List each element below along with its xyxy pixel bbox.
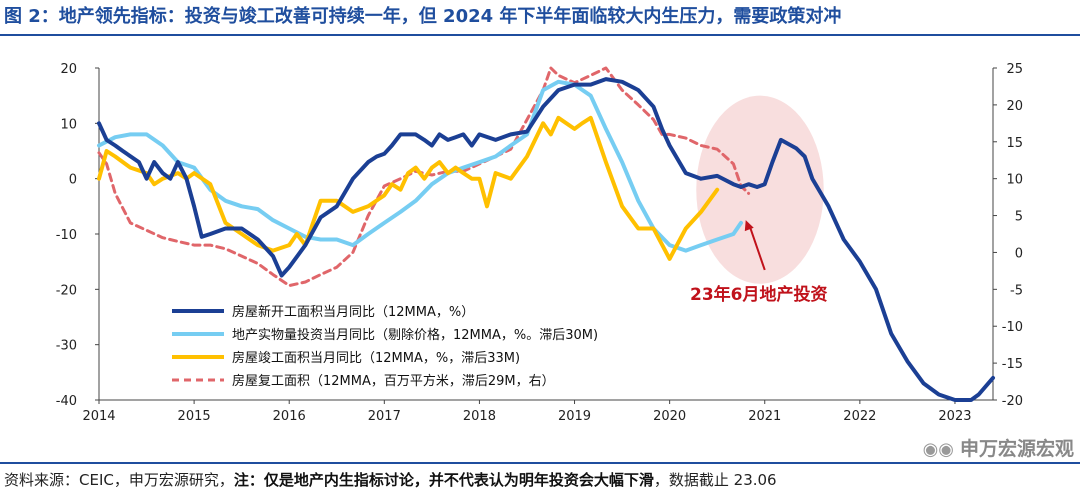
left-tick-label: -20 bbox=[56, 283, 77, 298]
left-tick-label: 10 bbox=[60, 117, 77, 132]
x-tick-label: 2014 bbox=[82, 409, 115, 424]
right-tick-label: 10 bbox=[1006, 173, 1023, 188]
series-line-3 bbox=[97, 66, 751, 288]
x-tick-label: 2019 bbox=[558, 409, 591, 424]
left-tick-label: 20 bbox=[60, 62, 77, 77]
annotation-text: 23年6月地产投资 bbox=[690, 284, 828, 305]
wechat-icon: ◉◉ bbox=[922, 439, 954, 460]
x-tick-label: 2023 bbox=[938, 409, 971, 424]
left-tick-label: 0 bbox=[69, 173, 77, 188]
x-tick-label: 2016 bbox=[273, 409, 306, 424]
title-divider bbox=[0, 34, 1080, 36]
footer-cutoff: ，数据截止 23.06 bbox=[653, 471, 777, 489]
x-tick-label: 2015 bbox=[178, 409, 211, 424]
right-tick-label: -20 bbox=[1002, 394, 1023, 409]
watermark-text: 申万宏源宏观 bbox=[959, 438, 1074, 460]
right-tick-label: 25 bbox=[1006, 62, 1023, 77]
right-tick-label: 5 bbox=[1015, 210, 1023, 225]
right-tick-label: -15 bbox=[1002, 357, 1023, 372]
annotation-arrow-head bbox=[744, 220, 754, 232]
legend-label-1: 地产实物量投资当月同比（剔除价格，12MMA，%。滞后30M) bbox=[232, 327, 598, 343]
footer-source: 资料来源：CEIC，申万宏源研究， bbox=[4, 471, 234, 489]
x-tick-label: 2021 bbox=[748, 409, 781, 424]
footer: 资料来源：CEIC，申万宏源研究，注：仅是地产内生指标讨论，并不代表认为明年投资… bbox=[4, 466, 1076, 494]
chart-title: 图 2：地产领先指标：投资与竣工改善可持续一年，但 2024 年下半年面临较大内… bbox=[4, 6, 842, 27]
right-tick-label: -5 bbox=[1010, 283, 1023, 298]
x-tick-label: 2017 bbox=[368, 409, 401, 424]
annotation-arrow-shaft bbox=[748, 225, 766, 271]
series-line-0 bbox=[97, 77, 995, 402]
footer-note-label: 注： bbox=[233, 471, 264, 489]
right-tick-label: 0 bbox=[1015, 246, 1023, 261]
chart-canvas: 2014 2015 2016 2017 2018 2019 2020 2021 2022 2023… bbox=[56, 62, 1023, 424]
left-tick-label: -30 bbox=[56, 339, 77, 354]
x-tick-label: 2018 bbox=[463, 409, 496, 424]
footer-divider bbox=[0, 462, 1080, 464]
footer-note-text: 仅是地产内生指标讨论，并不代表认为明年投资会大幅下滑 bbox=[263, 471, 654, 489]
watermark: ◉◉ 申万宏源宏观 bbox=[834, 438, 1074, 460]
right-tick-label: 15 bbox=[1006, 136, 1023, 151]
right-tick-label: 20 bbox=[1006, 99, 1023, 114]
left-tick-label: -10 bbox=[56, 228, 77, 243]
legend-label-3: 房屋复工面积（12MMA，百万平方米，滞后29M，右） bbox=[232, 373, 555, 389]
left-tick-label: -40 bbox=[56, 394, 77, 409]
legend-label-2: 房屋竣工面积当月同比（12MMA，%，滞后33M) bbox=[232, 350, 520, 366]
x-tick-label: 2022 bbox=[843, 409, 876, 424]
legend-label-0: 房屋新开工面积当月同比（12MMA，%） bbox=[232, 304, 474, 320]
series-line-2 bbox=[97, 115, 720, 261]
x-tick-label: 2020 bbox=[653, 409, 686, 424]
right-tick-label: -10 bbox=[1002, 320, 1023, 335]
series-line-1 bbox=[97, 79, 743, 253]
